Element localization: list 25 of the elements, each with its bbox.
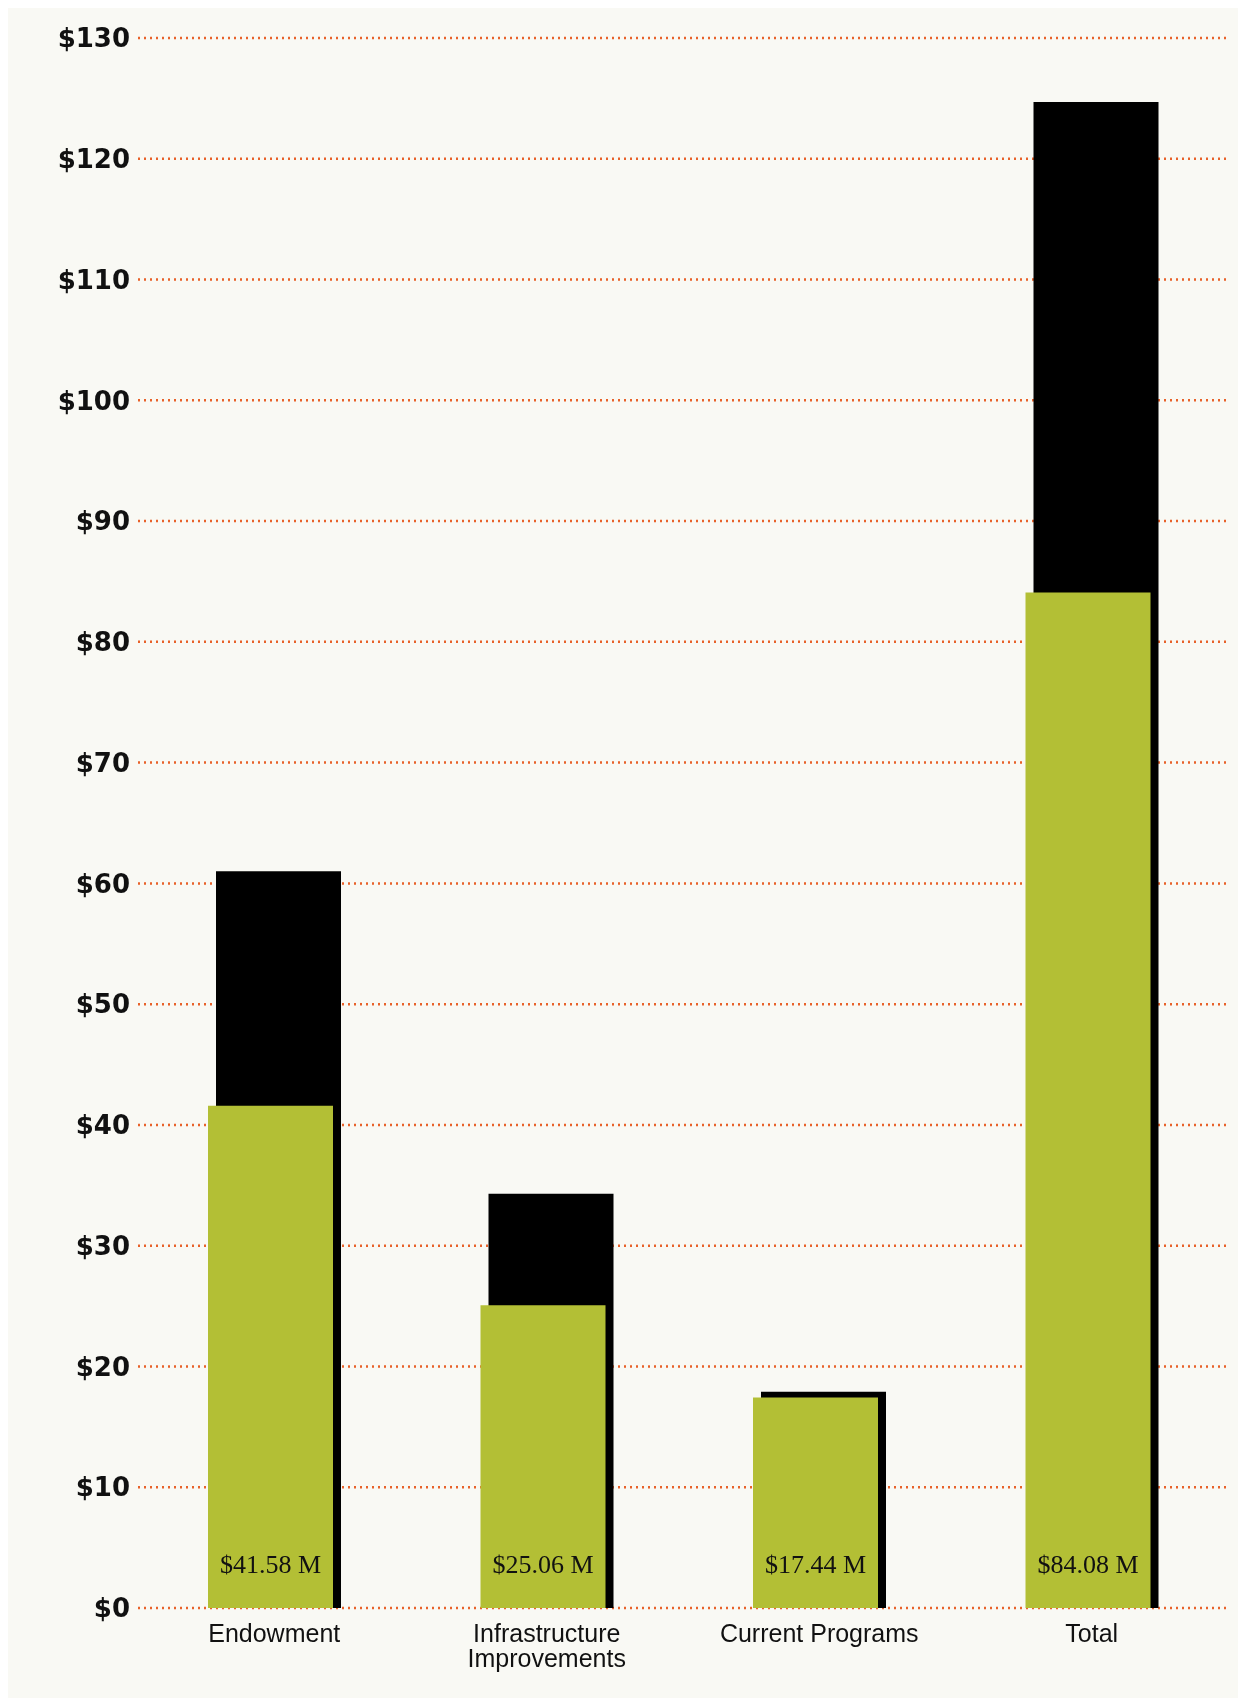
bar: [480, 1305, 606, 1608]
y-tick-label: $30: [75, 1230, 130, 1261]
bar: [208, 1105, 333, 1608]
x-tick-label: Infrastructure Improvements: [467, 1618, 626, 1672]
x-tick-label: Endowment: [208, 1618, 341, 1647]
y-tick-label: $90: [75, 506, 130, 537]
y-tick-label: $70: [75, 747, 130, 778]
x-tick-label: Total: [1065, 1618, 1119, 1647]
data-label: $41.58 M: [219, 1550, 322, 1579]
y-tick-label: $10: [75, 1472, 130, 1503]
data-label: $17.44 M: [764, 1550, 867, 1579]
y-tick-label: $50: [75, 989, 130, 1020]
data-label: $25.06 M: [492, 1550, 594, 1579]
bar: [1025, 592, 1151, 1608]
data-label: $84.08 M: [1037, 1550, 1139, 1579]
y-tick-label: $0: [93, 1593, 130, 1624]
y-tick-label: $40: [75, 1110, 130, 1141]
y-tick-label: $120: [57, 144, 130, 174]
y-tick-label: $100: [57, 385, 130, 416]
y-tick-label: $60: [75, 868, 130, 899]
y-tick-label: $130: [57, 23, 130, 54]
x-tick-label: Current Programs: [719, 1618, 919, 1647]
y-tick-label: $20: [75, 1351, 130, 1382]
y-tick-label: $80: [75, 627, 130, 658]
y-tick-label: $110: [57, 264, 130, 295]
